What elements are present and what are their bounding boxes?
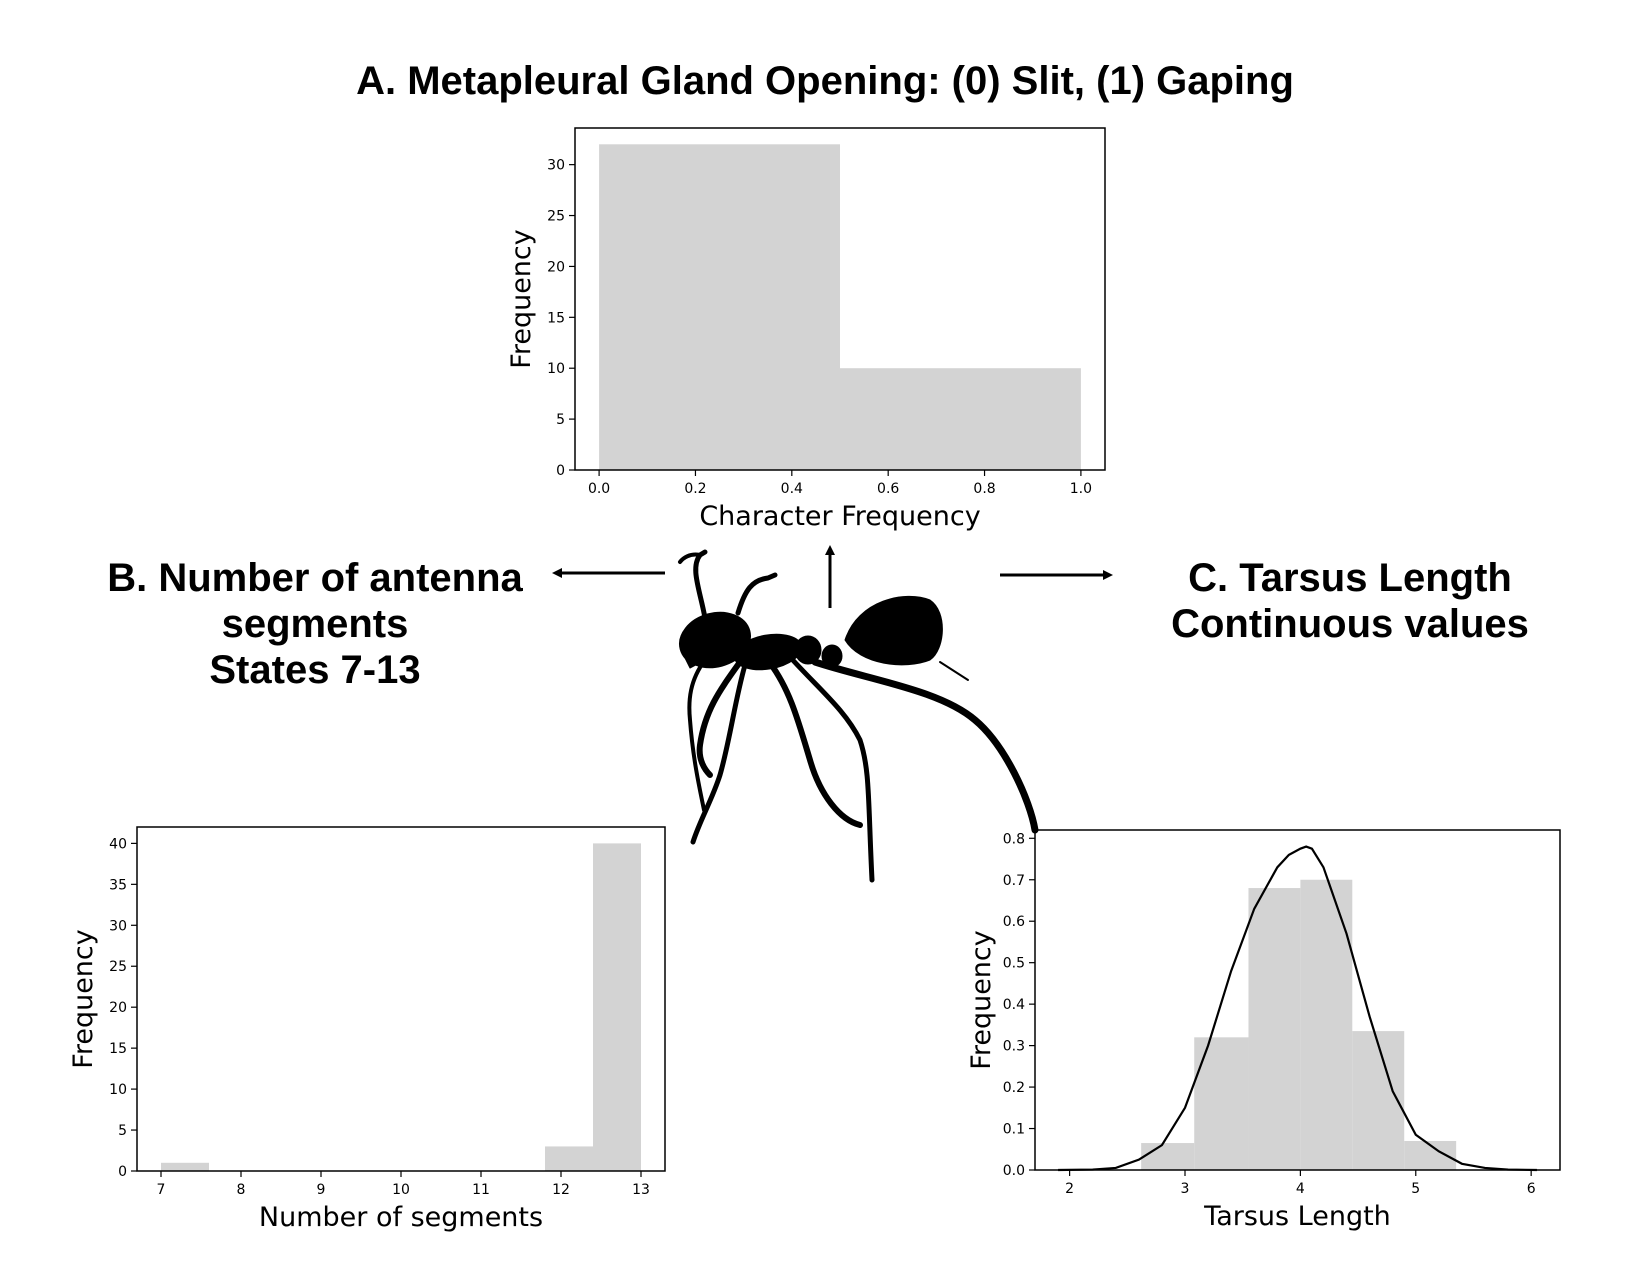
y-tick-label: 25 — [109, 959, 127, 975]
y-tick-label: 5 — [118, 1123, 127, 1139]
y-tick-label: 30 — [547, 158, 565, 174]
axes-frame — [1034, 829, 1561, 1171]
y-tick-label: 20 — [109, 1000, 127, 1016]
y-tick-label: 0.0 — [1003, 1163, 1025, 1179]
y-axis-title: Frequency — [966, 930, 997, 1070]
y-tick-label: 25 — [547, 209, 565, 225]
y-tick-label: 0.4 — [1003, 997, 1025, 1013]
bar-c-4 — [1352, 1031, 1405, 1170]
panel-c-title-line-2: Continuous values — [1171, 602, 1529, 646]
x-tick-label: 0.0 — [588, 481, 610, 497]
panel-c-title-line-1: C. Tarsus Length — [1188, 556, 1512, 600]
y-tick-label: 0.8 — [1003, 831, 1025, 847]
x-tick-label: 4 — [1296, 1181, 1305, 1197]
y-tick-label: 40 — [109, 836, 127, 852]
x-axis-title: Tarsus Length — [1203, 1201, 1391, 1232]
x-tick-label: 2 — [1065, 1181, 1074, 1197]
density-curve — [1058, 845, 1537, 1172]
bar-b-0 — [161, 1162, 209, 1171]
y-tick-label: 0.7 — [1003, 873, 1025, 889]
y-tick-label: 0.5 — [1003, 956, 1025, 972]
bar-c-0 — [1141, 1143, 1195, 1170]
y-tick-label: 35 — [109, 877, 127, 893]
x-tick-label: 0.8 — [973, 481, 995, 497]
y-tick-label: 30 — [109, 918, 127, 934]
panel-b-title-line-2: segments — [221, 602, 409, 646]
y-tick-label: 10 — [547, 361, 565, 377]
y-axis-title: Frequency — [506, 229, 537, 369]
x-tick-label: 5 — [1411, 1181, 1420, 1197]
x-tick-label: 6 — [1527, 1181, 1536, 1197]
bar-a-1 — [840, 368, 1081, 470]
y-tick-label: 0 — [556, 463, 565, 479]
chart-c-histogram: 2 3 4 5 6 0.0 0.1 0.2 0.3 0.4 0.5 0.6 0.7 0.8 Tarsus L… — [966, 829, 1561, 1232]
y-tick-label: 0 — [118, 1164, 127, 1180]
x-tick-label: 0.4 — [781, 481, 803, 497]
x-axis-title: Number of segments — [259, 1202, 543, 1233]
axes-frame — [574, 127, 1106, 471]
x-tick-label: 11 — [472, 1182, 490, 1198]
y-tick-label: 0.1 — [1003, 1122, 1025, 1138]
x-tick-label: 13 — [632, 1182, 650, 1198]
x-tick-label: 3 — [1181, 1181, 1190, 1197]
y-tick-label: 5 — [556, 412, 565, 428]
panel-c-title: C. Tarsus Length Continuous values — [1100, 555, 1600, 647]
x-tick-label: 1.0 — [1070, 481, 1092, 497]
y-tick-label: 15 — [547, 310, 565, 326]
x-axis-title: Character Frequency — [699, 501, 980, 532]
y-axis-title: Frequency — [68, 929, 99, 1069]
y-tick-label: 20 — [547, 259, 565, 275]
bar-a-0 — [599, 144, 840, 470]
panel-b-title: B. Number of antenna segments States 7-1… — [60, 555, 570, 693]
x-tick-label: 8 — [237, 1182, 246, 1198]
bar-c-2 — [1248, 888, 1301, 1170]
bar-b-2 — [593, 843, 641, 1171]
x-tick-label: 0.2 — [684, 481, 706, 497]
y-tick-label: 0.3 — [1003, 1039, 1025, 1055]
bar-b-1 — [545, 1146, 593, 1171]
x-tick-label: 10 — [392, 1182, 410, 1198]
y-tick-label: 10 — [109, 1082, 127, 1098]
x-tick-label: 9 — [317, 1182, 326, 1198]
y-tick-label: 0.6 — [1003, 914, 1025, 930]
y-tick-label: 15 — [109, 1041, 127, 1057]
panel-b-title-line-3: States 7-13 — [209, 648, 421, 692]
y-tick-label: 0.2 — [1003, 1080, 1025, 1096]
x-tick-label: 0.6 — [877, 481, 899, 497]
panel-a-title-line: A. Metapleural Gland Opening: (0) Slit, … — [356, 59, 1294, 103]
x-tick-label: 12 — [552, 1182, 570, 1198]
panel-a-title: A. Metapleural Gland Opening: (0) Slit, … — [0, 58, 1650, 104]
chart-a-histogram: 0.0 0.2 0.4 0.6 0.8 1.0 0 5 10 15 20 25 30 Character … — [506, 127, 1106, 532]
x-tick-label: 7 — [157, 1182, 166, 1198]
panel-b-title-line-1: B. Number of antenna — [107, 556, 523, 600]
chart-b-histogram: 7 8 9 10 11 12 13 0 5 10 15 20 25 30 35 40 Number of seg… — [68, 826, 666, 1233]
